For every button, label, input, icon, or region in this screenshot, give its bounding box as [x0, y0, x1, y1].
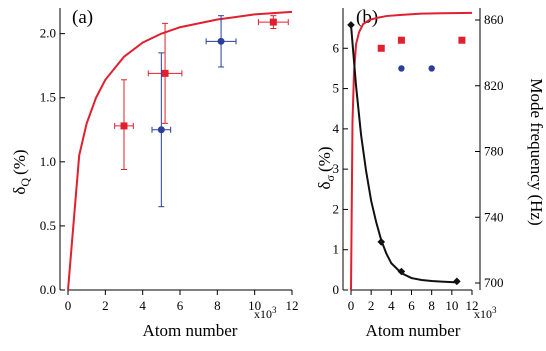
panel-a-x-tick-label: 2: [102, 298, 109, 313]
panel-a-circle-marker: [158, 126, 165, 133]
panel-b-y-tick-label-left: 5: [333, 81, 340, 96]
panel-a-square-marker: [162, 70, 169, 77]
panel-b-y-tick-label-right: 740: [484, 209, 504, 224]
panel-a-y-tick-label: 0.5: [40, 218, 56, 233]
panel-a-y-tick-label: 0.0: [40, 282, 56, 297]
svg-text:δQ(%): δQ(%): [10, 149, 32, 194]
panel-b-y-tick-label-left: 0: [333, 282, 340, 297]
panel-b-diamond-marker: [347, 21, 355, 29]
panel-b-chart: (b) Atom number x103 δσ(%) Mode frequenc…: [315, 7, 546, 340]
panel-b-x-tick-label: 2: [368, 298, 375, 313]
panel-b-x-tick-label: 12: [466, 298, 479, 313]
panel-a-x-tick-label: 4: [139, 298, 146, 313]
panel-b-x-tick-label: 0: [348, 298, 355, 313]
panel-b-square-marker: [458, 37, 465, 44]
panel-b-x-tick-label: 10: [445, 298, 458, 313]
panel-b-y-tick-label-right: 820: [484, 78, 504, 93]
panel-b-y-tick-label-left: 6: [333, 40, 340, 55]
panel-b-xlabel: Atom number: [366, 321, 461, 340]
panel-b-ylabel-right: Mode frequency (Hz): [527, 78, 546, 225]
panel-a-y-tick-label: 2.0: [40, 26, 56, 41]
panel-b-square-marker: [398, 37, 405, 44]
panel-a-chart: (a) Atom number x103 δQ(%) 0 2 4 6 8 10 120.00…: [10, 7, 299, 340]
panel-b-fit-curve: [351, 13, 472, 290]
panel-b-x-tick-label: 6: [408, 298, 415, 313]
panel-b-x-tick-label: 4: [388, 298, 395, 313]
panel-a-x-tick-label: 0: [65, 298, 72, 313]
panel-a-square-marker: [270, 19, 277, 26]
panel-b-y-tick-label-right: 700: [484, 275, 504, 290]
panel-a-ylabel: δQ(%): [10, 149, 32, 194]
panel-b-circle-marker: [398, 65, 404, 71]
panel-b-y-tick-label-left: 1: [333, 242, 340, 257]
panel-b-diamond-marker: [453, 278, 461, 286]
panel-a-x-tick-label: 10: [248, 298, 261, 313]
panel-b-y-tick-label-right: 780: [484, 144, 504, 159]
panel-b-y-tick-label-right: 860: [484, 12, 504, 27]
panel-a-y-tick-label: 1.5: [40, 90, 56, 105]
panel-a-xlabel: Atom number: [143, 321, 238, 340]
panel-a-circle-marker: [218, 38, 225, 45]
panel-b-y-tick-label-left: 2: [333, 201, 340, 216]
panel-a-x-tick-label: 6: [177, 298, 184, 313]
panel-b-circle-marker: [428, 65, 434, 71]
panel-a-square-marker: [121, 122, 128, 129]
panel-a-fit-curve: [68, 12, 292, 290]
panel-b-y-tick-label-left: 4: [333, 121, 340, 136]
panel-b-x-tick-label: 8: [428, 298, 435, 313]
panel-a-y-tick-label: 1.0: [40, 154, 56, 169]
panel-b-square-marker: [378, 45, 385, 52]
panel-a-x-tick-label: 12: [286, 298, 299, 313]
panel-b-y-tick-label-left: 3: [333, 161, 340, 176]
panel-b-frequency-curve: [351, 25, 457, 282]
panel-a-label: (a): [72, 7, 93, 28]
panel-a-x-tick-label: 8: [214, 298, 221, 313]
